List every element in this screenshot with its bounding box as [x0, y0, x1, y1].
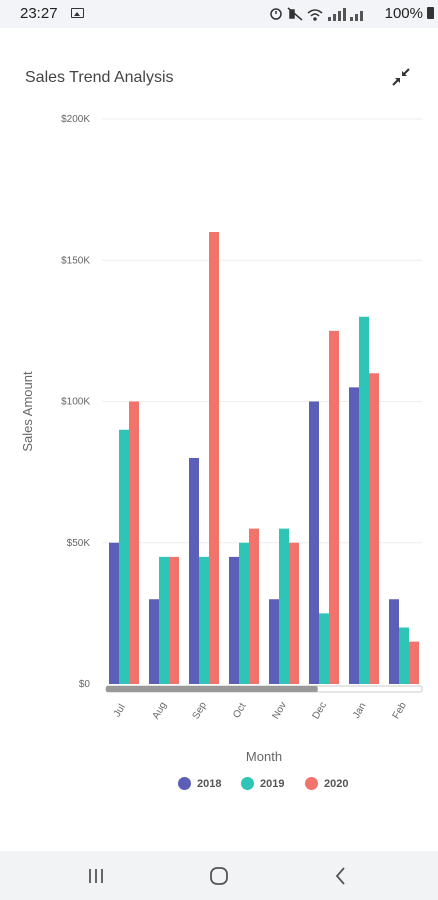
y-tick-label: $50K — [67, 538, 91, 549]
status-icons — [268, 6, 388, 25]
bar-2019-jan — [359, 316, 369, 684]
wifi-icon — [307, 9, 323, 21]
y-tick-label: $100K — [61, 397, 90, 408]
navigation-bar — [0, 851, 438, 900]
legend-item-2020[interactable]: 2020 — [305, 777, 348, 790]
image-icon — [71, 8, 84, 18]
home-icon[interactable] — [206, 863, 232, 889]
y-tick-label: $200K — [61, 114, 90, 125]
bar-2019-sep — [199, 556, 209, 684]
x-tick-label: Aug — [151, 700, 169, 721]
chart-title: Sales Trend Analysis — [25, 69, 174, 86]
recent-apps-glyph — [89, 869, 103, 883]
legend: 2018 2019 2020 — [0, 777, 438, 797]
legend-swatch — [241, 777, 254, 790]
x-tick-label: Oct — [231, 701, 248, 720]
legend-item-2019[interactable]: 2019 — [241, 777, 284, 790]
x-tick-label: Jan — [351, 701, 369, 720]
status-bar: 23:27 — [0, 0, 438, 28]
bar-2019-oct — [239, 542, 249, 684]
bar-2020-jan — [369, 373, 379, 684]
legend-swatch — [178, 777, 191, 790]
home-glyph — [210, 867, 228, 885]
bar-2018-jan — [349, 387, 359, 684]
battery-icon — [427, 7, 434, 19]
back-icon[interactable] — [328, 863, 354, 889]
bar-2020-dec — [329, 330, 339, 684]
bar-2019-jul — [119, 429, 129, 684]
bar-2019-dec — [319, 613, 329, 684]
bar-2020-oct — [249, 528, 259, 684]
alarm-icon — [270, 8, 282, 20]
bar-2018-sep — [189, 458, 199, 684]
collapse-arrows-icon — [392, 68, 410, 86]
bar-2020-aug — [169, 556, 179, 684]
x-tick-label: Jul — [112, 702, 128, 719]
bar-2018-oct — [229, 556, 239, 684]
bar-2018-dec — [309, 401, 319, 684]
legend-label: 2019 — [260, 777, 285, 790]
legend-swatch — [305, 777, 318, 790]
legend-item-2018[interactable]: 2018 — [178, 777, 221, 790]
bar-2018-nov — [269, 599, 279, 684]
bar-2020-nov — [289, 542, 299, 684]
bar-2018-jul — [109, 542, 119, 684]
x-tick-label: Nov — [271, 700, 289, 721]
legend-label: 2018 — [197, 777, 222, 790]
x-tick-label: Sep — [191, 700, 210, 721]
scrollbar-thumb — [106, 686, 318, 692]
collapse-icon[interactable] — [390, 66, 412, 88]
recent-apps-icon[interactable] — [83, 863, 109, 889]
bar-2019-aug — [159, 556, 169, 684]
legend-label: 2020 — [324, 777, 349, 790]
status-time: 23:27 — [20, 5, 58, 22]
bar-2020-jul — [129, 401, 139, 684]
bar-2019-feb — [399, 627, 409, 684]
signal-icon — [328, 8, 363, 21]
bar-2018-feb — [389, 599, 399, 684]
y-tick-label: $0 — [79, 679, 91, 690]
status-icon-set — [270, 7, 363, 21]
bar-2019-nov — [279, 528, 289, 684]
bar-chart: $0 $50K $100K $150K $200K Jul Aug Sep Oct Nov Dec J… — [20, 114, 423, 764]
x-axis-title: Month — [246, 749, 282, 764]
mute-icon — [287, 7, 303, 21]
x-tick-label: Dec — [311, 700, 329, 721]
bar-2020-sep — [209, 232, 219, 684]
bar-2018-aug — [149, 599, 159, 684]
battery-percent: 100% — [384, 5, 423, 22]
x-tick-label: Feb — [391, 700, 409, 721]
back-glyph — [335, 867, 345, 885]
y-axis-title: Sales Amount — [20, 371, 35, 452]
bar-2020-feb — [409, 641, 419, 684]
y-tick-label: $150K — [61, 255, 90, 266]
